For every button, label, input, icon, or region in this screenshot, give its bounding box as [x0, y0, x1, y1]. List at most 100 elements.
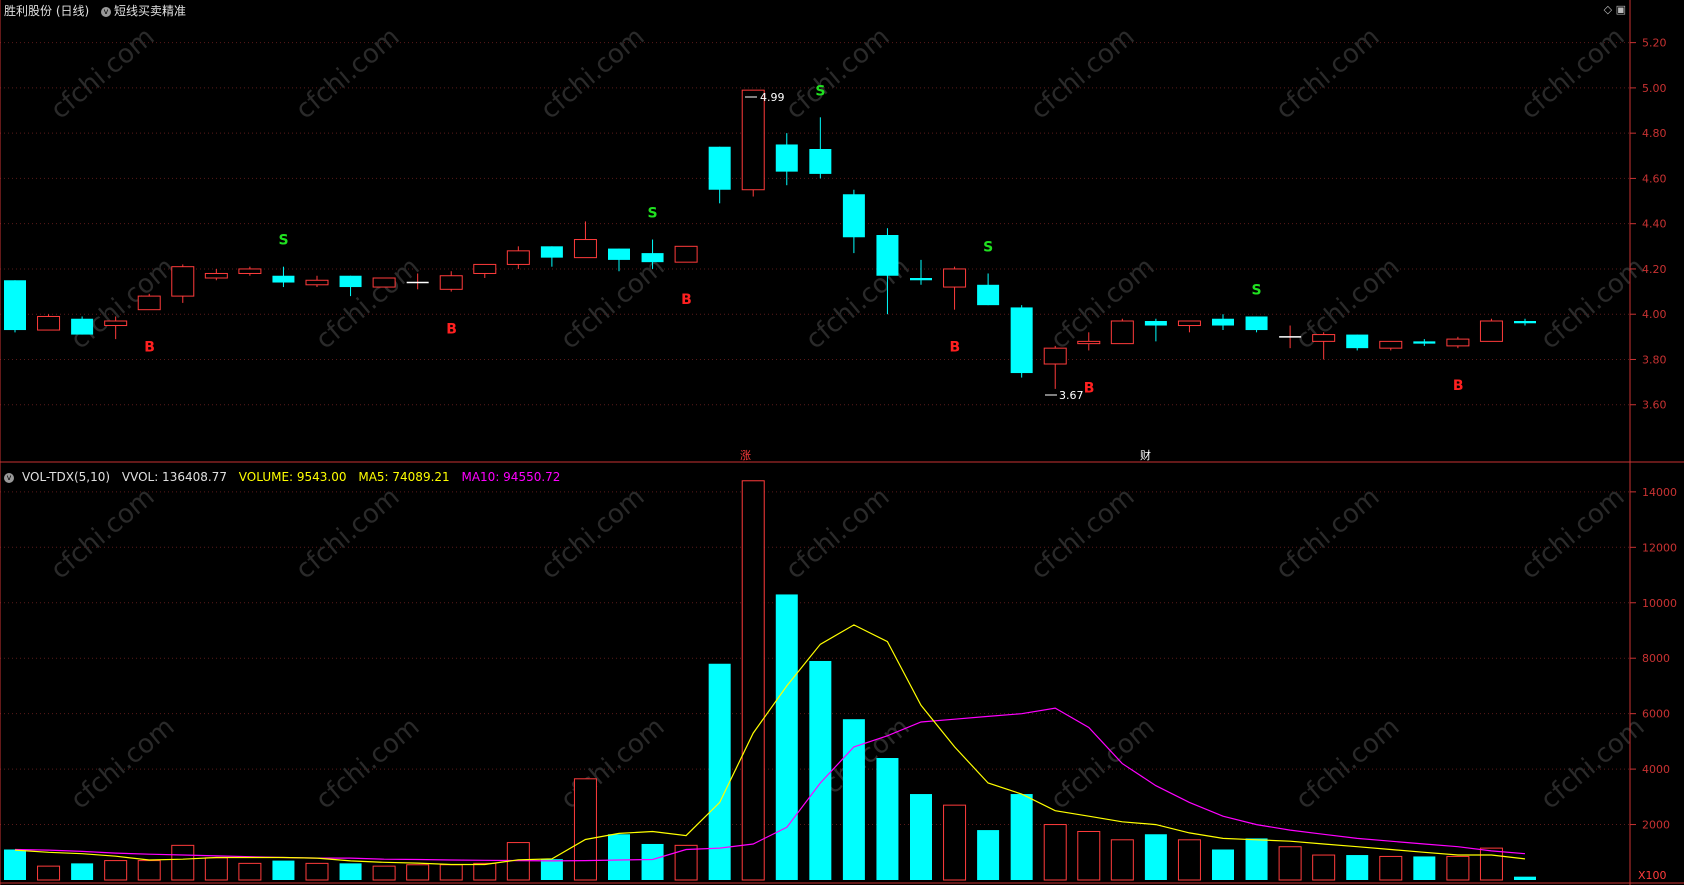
candle[interactable] — [406, 273, 429, 290]
volume-bar-up[interactable] — [943, 804, 967, 881]
volume-bar-down[interactable] — [71, 863, 94, 880]
candle[interactable] — [372, 277, 396, 288]
candle[interactable] — [741, 89, 765, 197]
candle[interactable] — [1144, 318, 1167, 342]
volume-bar-down[interactable] — [608, 834, 630, 880]
volume-bar-up[interactable] — [439, 864, 463, 881]
candle[interactable] — [1514, 318, 1536, 326]
volume-bar-down[interactable] — [842, 719, 865, 880]
volume-bar-down[interactable] — [1212, 849, 1234, 880]
candle[interactable] — [977, 273, 1000, 306]
candle[interactable] — [1413, 339, 1436, 346]
candle[interactable] — [104, 316, 128, 340]
candle[interactable] — [506, 246, 530, 269]
volume-bar-down[interactable] — [540, 859, 563, 880]
candle[interactable] — [238, 266, 262, 276]
volume-bar-up[interactable] — [473, 862, 497, 881]
volume-bar-down[interactable] — [708, 663, 731, 880]
candle[interactable] — [641, 239, 664, 269]
candle[interactable] — [1043, 345, 1067, 389]
candle[interactable] — [943, 266, 967, 310]
candle[interactable] — [71, 316, 94, 335]
volume-bar-up[interactable] — [406, 864, 430, 881]
volume-bar-up[interactable] — [104, 860, 128, 881]
candle[interactable] — [1379, 340, 1403, 351]
volume-bar-down[interactable] — [1413, 856, 1436, 880]
candle[interactable] — [4, 280, 26, 333]
volume-bar-down[interactable] — [1010, 794, 1033, 880]
candlestick-series[interactable] — [4, 89, 1536, 389]
volume-bar-up[interactable] — [238, 862, 262, 881]
volume-bar-down[interactable] — [809, 660, 832, 880]
candle[interactable] — [1479, 318, 1503, 342]
candle[interactable] — [1245, 316, 1268, 333]
volume-toggle-icon[interactable]: v — [4, 472, 14, 483]
candle[interactable] — [272, 266, 295, 288]
volume-bar-up[interactable] — [573, 778, 597, 881]
volume-bar-down[interactable] — [4, 849, 26, 880]
candle[interactable] — [775, 133, 798, 186]
volume-bars[interactable] — [4, 480, 1536, 881]
volume-bar-up[interactable] — [1379, 855, 1403, 881]
candle[interactable] — [1010, 305, 1033, 378]
volume-bar-down[interactable] — [775, 594, 798, 880]
candle[interactable] — [439, 271, 463, 292]
volume-bar-up[interactable] — [171, 844, 195, 881]
volume-bar-up[interactable] — [137, 860, 161, 881]
candle[interactable] — [1312, 332, 1336, 360]
candle[interactable] — [1446, 336, 1470, 349]
candle[interactable] — [910, 259, 932, 285]
volume-bar-down[interactable] — [1514, 876, 1536, 880]
candle[interactable] — [809, 117, 832, 179]
volume-bar-down[interactable] — [1346, 855, 1369, 880]
indicator-name[interactable]: 短线买卖精准 — [114, 4, 187, 18]
candle[interactable] — [305, 275, 329, 288]
candle[interactable] — [339, 275, 362, 297]
candle[interactable] — [1212, 314, 1234, 331]
candle[interactable] — [674, 245, 698, 263]
candle[interactable] — [708, 146, 731, 204]
candle[interactable] — [540, 246, 563, 267]
volume-bar-up[interactable] — [1312, 854, 1336, 881]
candle[interactable] — [876, 228, 899, 315]
volume-bar-up[interactable] — [1446, 855, 1470, 881]
volume-bar-down[interactable] — [910, 794, 932, 880]
candle[interactable] — [1346, 334, 1369, 351]
candle[interactable] — [37, 314, 61, 331]
volume-bar-up[interactable] — [674, 844, 698, 881]
candle[interactable] — [573, 221, 597, 259]
volume-bar-down[interactable] — [1245, 838, 1268, 880]
candle[interactable] — [1110, 318, 1134, 345]
volume-bar-down[interactable] — [272, 860, 295, 880]
volume-bar-up[interactable] — [1278, 846, 1302, 881]
candle[interactable] — [1077, 332, 1101, 351]
indicator-toggle-icon[interactable]: v — [101, 6, 112, 17]
volume-bar-up[interactable] — [1043, 824, 1067, 881]
volume-bar-up[interactable] — [372, 865, 396, 881]
diamond-icon[interactable]: ◇ — [1603, 3, 1613, 16]
candle[interactable] — [204, 268, 228, 281]
candle[interactable] — [608, 248, 630, 272]
volume-bar-down[interactable] — [1144, 834, 1167, 880]
volume-bar-up[interactable] — [305, 862, 329, 881]
volume-bar-up[interactable] — [1177, 839, 1201, 881]
candle[interactable] — [171, 264, 195, 303]
candle[interactable] — [473, 263, 497, 278]
volume-bar-up[interactable] — [204, 857, 228, 881]
volume-bar-up[interactable] — [1110, 839, 1134, 881]
volume-bar-down[interactable] — [641, 843, 664, 880]
volume-bar-down[interactable] — [339, 863, 362, 880]
volume-bar-up[interactable] — [1479, 847, 1503, 881]
volume-bar-up[interactable] — [741, 480, 765, 881]
vol-indicator-name[interactable]: VOL-TDX(5,10) — [22, 470, 111, 484]
candle[interactable] — [1177, 320, 1201, 333]
volume-bar-down[interactable] — [977, 830, 1000, 880]
volume-bar-up[interactable] — [1077, 830, 1101, 881]
candle[interactable] — [137, 293, 161, 311]
maximize-icon[interactable]: ▣ — [1615, 3, 1626, 16]
volume-bar-up[interactable] — [37, 865, 61, 881]
candle[interactable] — [1279, 325, 1302, 349]
candle[interactable] — [842, 189, 865, 254]
volume-bar-down[interactable] — [876, 758, 899, 880]
